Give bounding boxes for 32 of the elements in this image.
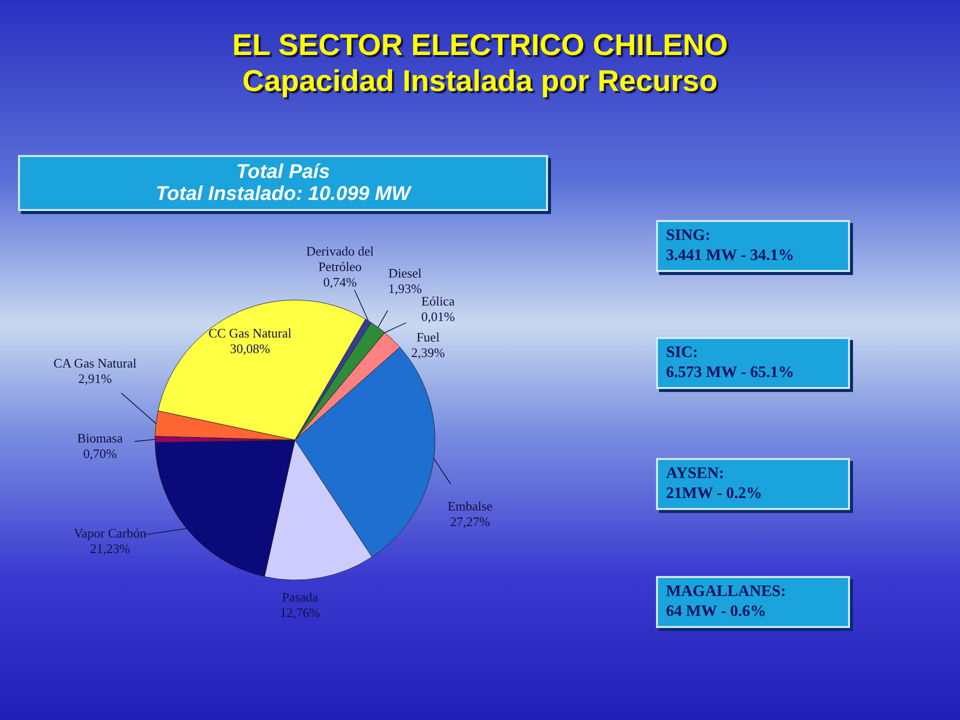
text: SING: xyxy=(666,226,712,246)
data-label: 0,01% xyxy=(421,309,455,324)
data-label: 2,39% xyxy=(411,345,445,360)
chart-subtitle: Capacidad Instalada por Recurso xyxy=(241,64,719,100)
data-label: 2,91% xyxy=(78,371,112,386)
data-label: 21,23% xyxy=(90,541,130,556)
slice-label: CA Gas Natural xyxy=(53,355,137,370)
text: AYSEN: xyxy=(666,464,726,484)
slice-label: Derivado del Petróleo xyxy=(306,243,374,274)
slice-label: Eólica xyxy=(421,293,455,308)
slice-label: Diesel xyxy=(388,265,422,280)
slice-label: Vapor Carbón xyxy=(74,525,147,540)
data-label: 12,76% xyxy=(280,605,320,620)
text: Total País xyxy=(235,161,331,183)
slice-label: Pasada xyxy=(282,589,318,604)
slice-label: Fuel xyxy=(416,329,440,344)
text: 64 MW - 0.6% xyxy=(666,602,768,622)
text: 6.573 MW - 65.1% xyxy=(666,363,796,383)
data-label: 0,70% xyxy=(83,446,117,461)
slice-label: Embalse xyxy=(448,498,493,514)
text: Total Instalado: 10.099 MW xyxy=(154,183,413,205)
text: 21MW - 0.2% xyxy=(666,484,764,504)
text: MAGALLANES: xyxy=(666,582,788,602)
data-label: 30,08% xyxy=(230,341,270,356)
slice-label: Biomasa xyxy=(77,430,123,446)
slice-label: CC Gas Natural xyxy=(208,325,292,340)
data-label: 27,27% xyxy=(450,514,490,529)
chart-title: EL SECTOR ELECTRICO CHILENO xyxy=(231,28,729,64)
text: SIC: xyxy=(666,343,700,363)
data-label: 0,74% xyxy=(323,274,357,290)
text: 3.441 MW - 34.1% xyxy=(666,246,796,266)
data-label: 1,93% xyxy=(388,281,422,296)
